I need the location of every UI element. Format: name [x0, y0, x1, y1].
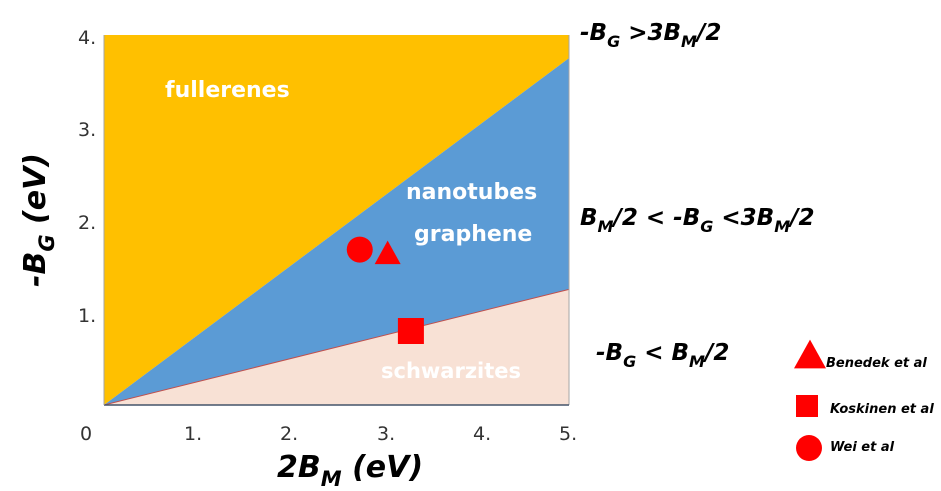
y-axis-label-part: G	[35, 234, 59, 251]
inequality-middle: BM/2 < -BG <3BM/2	[580, 205, 815, 236]
inequality-top-part: -B	[580, 20, 607, 46]
legend-item-1: Koskinen et al	[796, 395, 934, 417]
y-axis-label-part: (eV)	[18, 153, 53, 234]
inequality-bottom-part: G	[623, 352, 636, 371]
inequality-bottom-part: M	[689, 352, 705, 371]
region-label-fullerenes: fullerenes	[165, 78, 290, 103]
x-axis-label-part: M	[321, 467, 342, 491]
y-tick-label: 2.	[78, 212, 96, 234]
y-axis-label-part: -B	[18, 252, 53, 287]
inequality-top-part: G	[607, 32, 620, 51]
x-axis-label: 2BM (eV)	[277, 450, 423, 491]
inequality-middle-part: <3B	[713, 205, 774, 231]
y-tick-label: 1.	[78, 305, 96, 327]
legend-item-2: Wei et al	[796, 435, 895, 461]
x-tick-label: 2.	[280, 423, 298, 445]
legend-marker-square	[796, 395, 818, 417]
inequality-top-part: M	[681, 32, 697, 51]
legend-label: Wei et al	[830, 440, 895, 455]
x-axis-label-part: 2B	[277, 450, 321, 485]
y-tick-label: 3.	[78, 119, 96, 141]
inequality-top-part: /2	[694, 20, 721, 46]
data-point-circle	[346, 236, 373, 263]
boundary-lower-line	[103, 288, 570, 406]
region-label-graphene: graphene	[414, 222, 532, 247]
data-point-triangle	[374, 240, 401, 265]
inequality-bottom: -BG < BM/2	[596, 340, 729, 371]
x-tick-label: 5.	[559, 423, 577, 445]
inequality-middle-part: M	[774, 217, 790, 236]
region-label-nanotubes: nanotubes	[406, 180, 537, 205]
x-tick-label: 0	[80, 423, 92, 445]
x-tick-label: 1.	[184, 423, 202, 445]
inequality-middle-part: M	[598, 217, 614, 236]
legend-marker-circle	[796, 435, 822, 461]
inequality-middle-part: B	[580, 205, 598, 231]
legend-label: Koskinen et al	[830, 402, 934, 417]
inequality-bottom-part: /2	[702, 340, 729, 366]
legend-marker-triangle	[794, 339, 826, 369]
x-tick-label: 3.	[377, 423, 395, 445]
legend-label: Benedek et al	[826, 356, 927, 371]
inequality-middle-part: /2	[787, 205, 814, 231]
inequality-bottom-part: < B	[636, 340, 689, 366]
inequality-bottom-part: -B	[596, 340, 623, 366]
inequality-top: -BG >3BM/2	[580, 20, 721, 51]
x-tick-label: 4.	[473, 423, 491, 445]
x-axis-label-part: (eV)	[342, 450, 423, 485]
y-tick-label: 4.	[78, 27, 96, 49]
inequality-middle-part: /2 < -B	[610, 205, 700, 231]
region-label-schwarzites: schwarzites	[381, 359, 521, 383]
data-point-square	[397, 318, 424, 344]
inequality-top-part: >3B	[620, 20, 681, 46]
inequality-middle-part: G	[700, 217, 713, 236]
y-axis-label: -BG (eV)	[18, 153, 59, 287]
region-0	[104, 35, 569, 405]
legend-item-0: Benedek et al	[794, 339, 927, 371]
